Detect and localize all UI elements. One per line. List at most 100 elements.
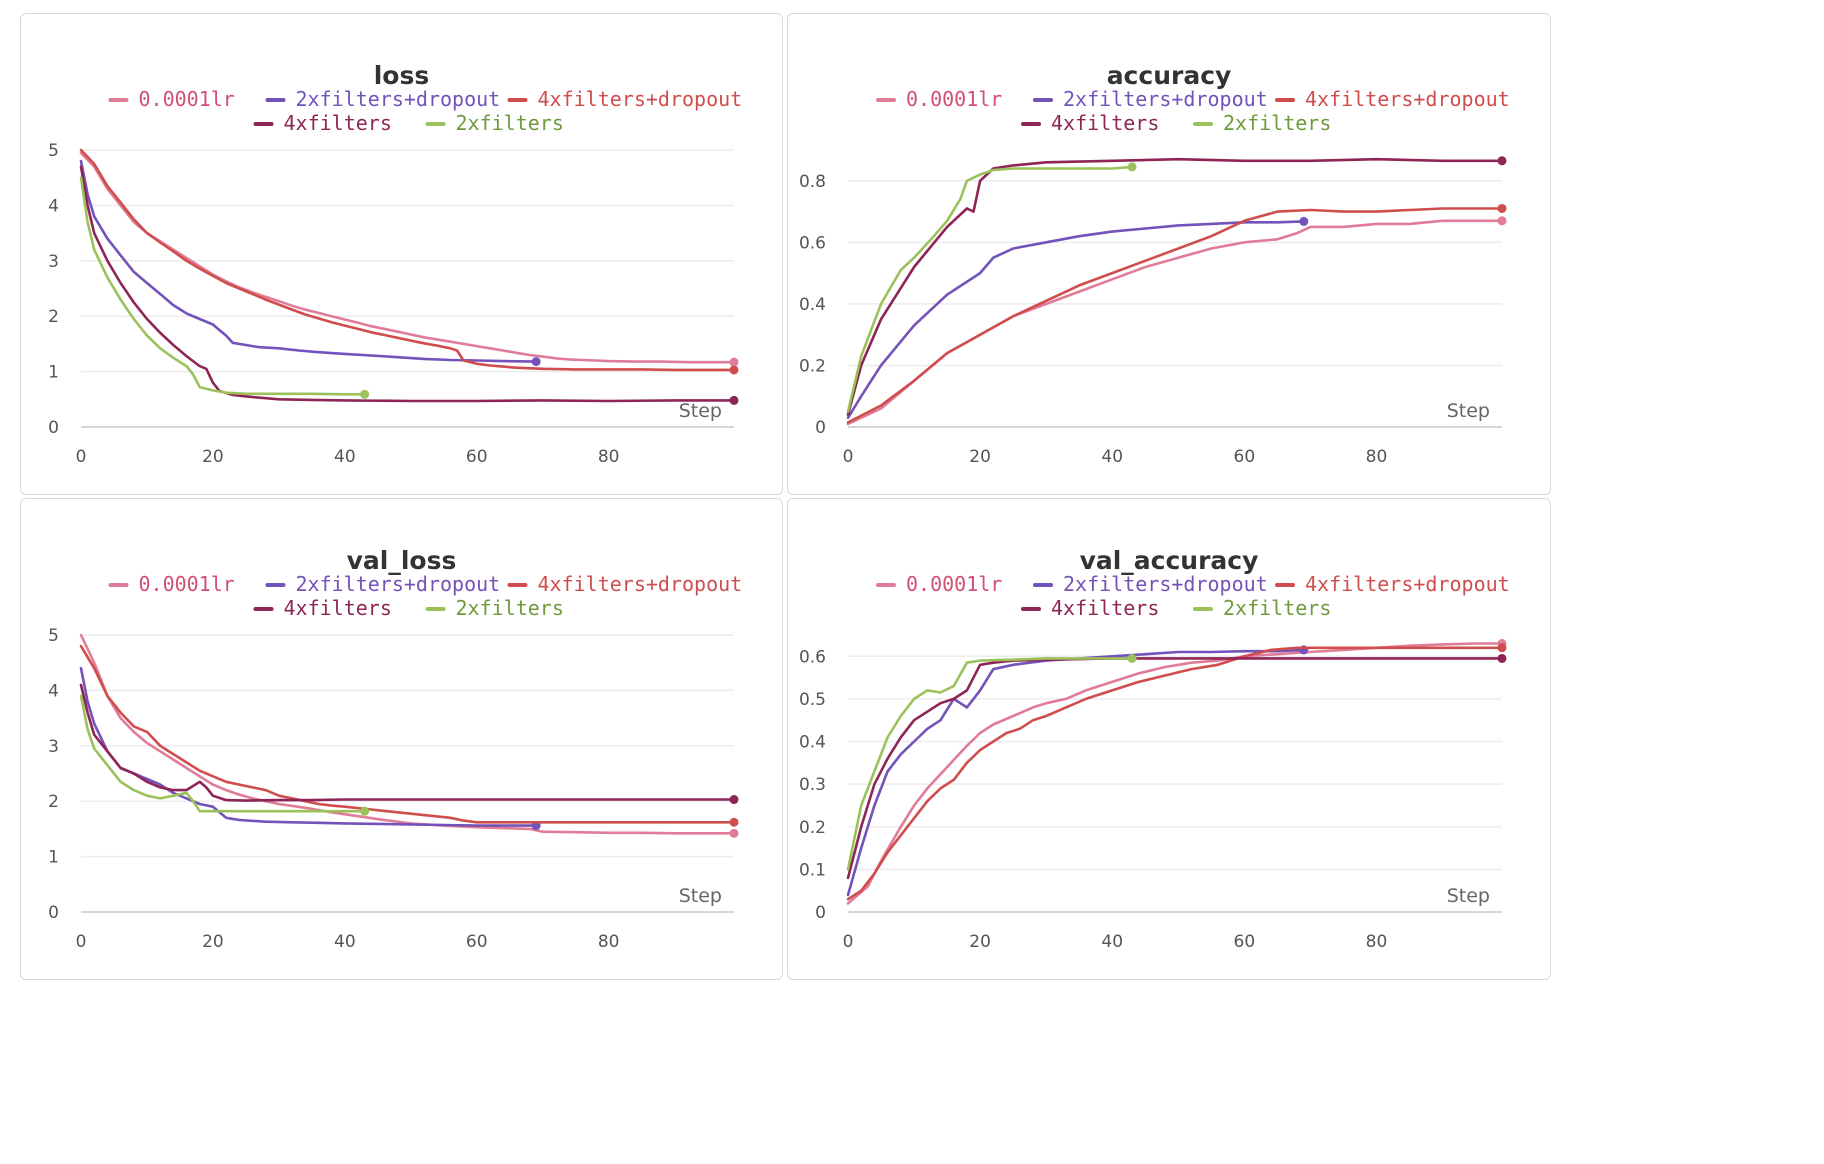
y-tick-label: 0.2 — [799, 818, 826, 838]
series-line-2xfilters-dropout[interactable] — [79, 159, 538, 363]
series-line-4xfilters-dropout[interactable] — [846, 207, 1504, 424]
legend-label: 0.0001lr — [906, 572, 1002, 596]
series-line-4xfilters[interactable] — [846, 657, 1504, 880]
series-line-2xfilters-dropout[interactable] — [846, 648, 1306, 897]
legend-item-4xfilters-dropout[interactable]: 4xfilters+dropout — [507, 87, 743, 111]
y-tick-label: 0.8 — [799, 172, 826, 192]
legend-item-4xfilters[interactable]: 4xfilters — [253, 596, 392, 620]
legend-item-4xfilters-dropout[interactable]: 4xfilters+dropout — [1275, 87, 1510, 111]
series-line-4xfilters-dropout[interactable] — [79, 644, 736, 824]
series-endpoint-4xfilters-dropout — [1497, 203, 1507, 213]
y-tick-label: 0 — [48, 418, 59, 438]
legend-label: 0.0001lr — [139, 87, 235, 111]
series-line-4xfilters-dropout[interactable] — [79, 148, 736, 372]
legend-item-2xfilters-dropout[interactable]: 2xfilters+dropout — [265, 87, 501, 111]
y-tick-label: 3 — [48, 737, 59, 757]
series-line-0-0001lr[interactable] — [79, 633, 736, 835]
legend-label: 4xfilters+dropout — [1305, 87, 1510, 111]
legend-item-0-0001lr[interactable]: 0.0001lr — [108, 87, 235, 111]
x-axis-label: Step — [679, 885, 722, 907]
legend-item-2xfilters[interactable]: 2xfilters — [1193, 111, 1331, 135]
x-tick-label: 20 — [202, 447, 224, 467]
y-tick-label: 0 — [815, 903, 826, 923]
series-endpoint-4xfilters — [729, 795, 739, 805]
series-line-0-0001lr[interactable] — [846, 642, 1504, 905]
x-tick-label: 20 — [969, 447, 991, 467]
y-tick-label: 0.4 — [799, 295, 826, 315]
series-endpoint-0-0001lr — [729, 828, 739, 838]
series-line-4xfilters[interactable] — [846, 157, 1504, 416]
series-endpoint-0-0001lr — [1497, 216, 1507, 226]
x-tick-label: 40 — [334, 447, 356, 467]
y-tick-label: 3 — [48, 252, 59, 272]
y-tick-label: 0.6 — [799, 233, 826, 253]
legend-item-0-0001lr[interactable]: 0.0001lr — [876, 87, 1002, 111]
x-tick-label: 80 — [598, 447, 620, 467]
legend-item-2xfilters[interactable]: 2xfilters — [1193, 596, 1331, 620]
series-endpoint-2xfilters — [360, 389, 370, 399]
y-tick-label: 5 — [48, 141, 59, 161]
legend-item-2xfilters[interactable]: 2xfilters — [425, 111, 564, 135]
series-endpoint-2xfilters-dropout — [531, 357, 541, 367]
series-line-0-0001lr[interactable] — [846, 219, 1504, 426]
series-line-4xfilters[interactable] — [79, 165, 736, 403]
y-tick-label: 2 — [48, 307, 59, 327]
y-tick-label: 0.1 — [799, 860, 826, 880]
y-tick-label: 0.5 — [799, 690, 826, 710]
x-tick-label: 80 — [1366, 447, 1388, 467]
series-line-2xfilters[interactable] — [79, 694, 366, 813]
legend-label: 2xfilters — [456, 111, 564, 135]
legend-label: 2xfilters — [1223, 596, 1331, 620]
legend-item-4xfilters[interactable]: 4xfilters — [1021, 111, 1159, 135]
legend-label: 2xfilters+dropout — [296, 572, 501, 596]
chart-panel-loss: loss 0.0001lr 2xfilters+dropout 4xfilters+d… — [20, 13, 783, 495]
legend-label: 4xfilters — [284, 596, 392, 620]
series-endpoint-4xfilters — [1497, 156, 1507, 166]
series-endpoint-2xfilters — [1127, 653, 1137, 663]
y-tick-label: 0.6 — [799, 647, 826, 667]
series-line-4xfilters[interactable] — [79, 683, 736, 802]
legend-label: 4xfilters — [1051, 111, 1159, 135]
legend-item-4xfilters-dropout[interactable]: 4xfilters+dropout — [1275, 572, 1510, 596]
series-line-0-0001lr[interactable] — [79, 151, 736, 364]
legend-item-2xfilters-dropout[interactable]: 2xfilters+dropout — [1033, 572, 1268, 596]
legend-item-4xfilters-dropout[interactable]: 4xfilters+dropout — [507, 572, 743, 596]
legend-item-4xfilters[interactable]: 4xfilters — [1021, 596, 1159, 620]
legend-label: 2xfilters — [1223, 111, 1331, 135]
loss-title: loss — [374, 61, 430, 90]
y-tick-label: 0.4 — [799, 733, 826, 753]
legend-label: 4xfilters+dropout — [1305, 572, 1510, 596]
x-tick-label: 60 — [466, 932, 488, 952]
legend-item-0-0001lr[interactable]: 0.0001lr — [108, 572, 235, 596]
x-tick-label: 40 — [334, 932, 356, 952]
legend-item-0-0001lr[interactable]: 0.0001lr — [876, 572, 1002, 596]
y-tick-label: 4 — [48, 196, 59, 216]
y-tick-label: 5 — [48, 626, 59, 646]
x-tick-label: 40 — [1101, 932, 1123, 952]
legend-item-2xfilters-dropout[interactable]: 2xfilters+dropout — [1033, 87, 1268, 111]
x-tick-label: 0 — [76, 932, 87, 952]
legend-label: 2xfilters — [456, 596, 564, 620]
series-endpoint-4xfilters — [1497, 653, 1507, 663]
series-line-2xfilters-dropout[interactable] — [846, 220, 1306, 420]
legend-item-2xfilters[interactable]: 2xfilters — [425, 596, 564, 620]
x-tick-label: 40 — [1101, 447, 1123, 467]
x-tick-label: 0 — [76, 447, 87, 467]
series-line-2xfilters[interactable] — [846, 657, 1134, 871]
x-tick-label: 60 — [466, 447, 488, 467]
y-tick-label: 1 — [48, 848, 59, 868]
legend-item-2xfilters-dropout[interactable]: 2xfilters+dropout — [265, 572, 501, 596]
y-tick-label: 0.2 — [799, 356, 826, 376]
legend-item-4xfilters[interactable]: 4xfilters — [253, 111, 392, 135]
series-line-2xfilters[interactable] — [846, 165, 1134, 413]
legend-label: 4xfilters — [1051, 596, 1159, 620]
val-accuracy-title: val_accuracy — [1080, 546, 1259, 575]
series-line-2xfilters[interactable] — [79, 176, 366, 396]
series-line-4xfilters-dropout[interactable] — [846, 646, 1504, 901]
x-tick-label: 20 — [202, 932, 224, 952]
x-tick-label: 80 — [1366, 932, 1388, 952]
series-endpoint-2xfilters-dropout — [1299, 216, 1309, 226]
